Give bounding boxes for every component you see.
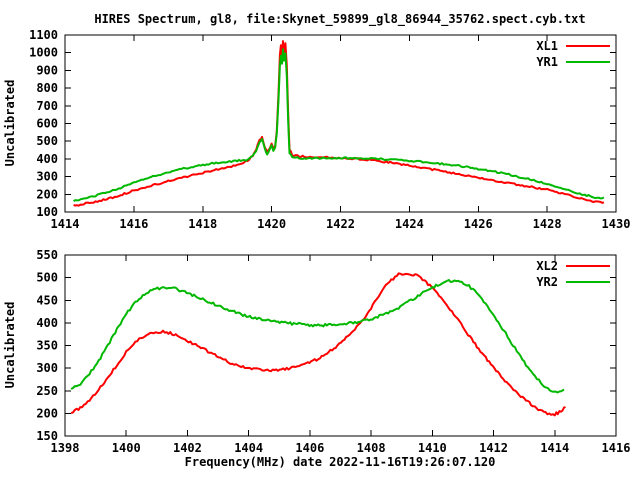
y-tick-label: 100	[36, 205, 58, 219]
x-tick-label: 1420	[257, 217, 286, 231]
y-tick-label: 700	[36, 99, 58, 113]
plot-border	[64, 34, 617, 213]
bottom-x-axis-label: Frequency(MHz) date 2022-11-16T19:26:07.…	[185, 455, 496, 469]
y-tick-label: 800	[36, 81, 58, 95]
y-tick-label: 400	[36, 152, 58, 166]
y-tick-label: 200	[36, 406, 58, 420]
page-title: HIRES Spectrum, gl8, file:Skynet_59899_g…	[94, 12, 585, 27]
y-tick-label: 200	[36, 187, 58, 201]
x-tick-label: 1414	[540, 441, 569, 455]
y-tick-label: 900	[36, 63, 58, 77]
x-tick-label: 1416	[602, 441, 631, 455]
x-tick-label: 1426	[464, 217, 493, 231]
x-tick-label: 1428	[533, 217, 562, 231]
y-tick-label: 600	[36, 117, 58, 131]
series-line-YR2	[70, 279, 565, 394]
x-tick-label: 1424	[395, 217, 424, 231]
y-tick-label: 1000	[29, 46, 58, 60]
x-tick-label: 1430	[602, 217, 631, 231]
y-tick-label: 300	[36, 170, 58, 184]
x-tick-label: 1410	[418, 441, 447, 455]
plot-border	[64, 254, 617, 437]
bottom-y-axis-label: Uncalibrated	[3, 302, 17, 389]
series-line-XL2	[70, 272, 566, 417]
y-tick-label: 500	[36, 134, 58, 148]
y-tick-label: 400	[36, 316, 58, 330]
y-tick-label: 500	[36, 271, 58, 285]
legend-label-XL1: XL1	[536, 39, 558, 53]
y-tick-label: 150	[36, 429, 58, 443]
x-tick-label: 1412	[479, 441, 508, 455]
y-tick-label: 550	[36, 248, 58, 262]
top-plot: 1414 1416 1418 1420 1422 1424 1426 1428 1430 100 2…	[29, 28, 630, 231]
top-y-axis-label: Uncalibrated	[3, 80, 17, 167]
x-tick-label: 1406	[295, 441, 324, 455]
legend-label-XL2: XL2	[536, 259, 558, 273]
y-tick-label: 350	[36, 339, 58, 353]
x-tick-label: 1422	[326, 217, 355, 231]
x-tick-label: 1404	[234, 441, 263, 455]
x-tick-label: 1408	[357, 441, 386, 455]
legend-label-YR1: YR1	[536, 55, 558, 69]
x-tick-label: 1416	[119, 217, 148, 231]
bottom-plot: 1398 1400 1402 1404 1406 1408 1410 1412 1414 1416…	[36, 248, 630, 455]
series-line-XL1	[73, 40, 605, 207]
y-tick-label: 450	[36, 293, 58, 307]
x-tick-label: 1418	[188, 217, 217, 231]
x-tick-label: 1400	[112, 441, 141, 455]
y-tick-label: 1100	[29, 28, 58, 42]
x-tick-label: 1398	[51, 441, 80, 455]
series-line-YR1	[73, 48, 605, 203]
x-tick-label: 1414	[51, 217, 80, 231]
y-tick-label: 250	[36, 384, 58, 398]
x-tick-label: 1402	[173, 441, 202, 455]
legend-label-YR2: YR2	[536, 275, 558, 289]
y-tick-label: 300	[36, 361, 58, 375]
